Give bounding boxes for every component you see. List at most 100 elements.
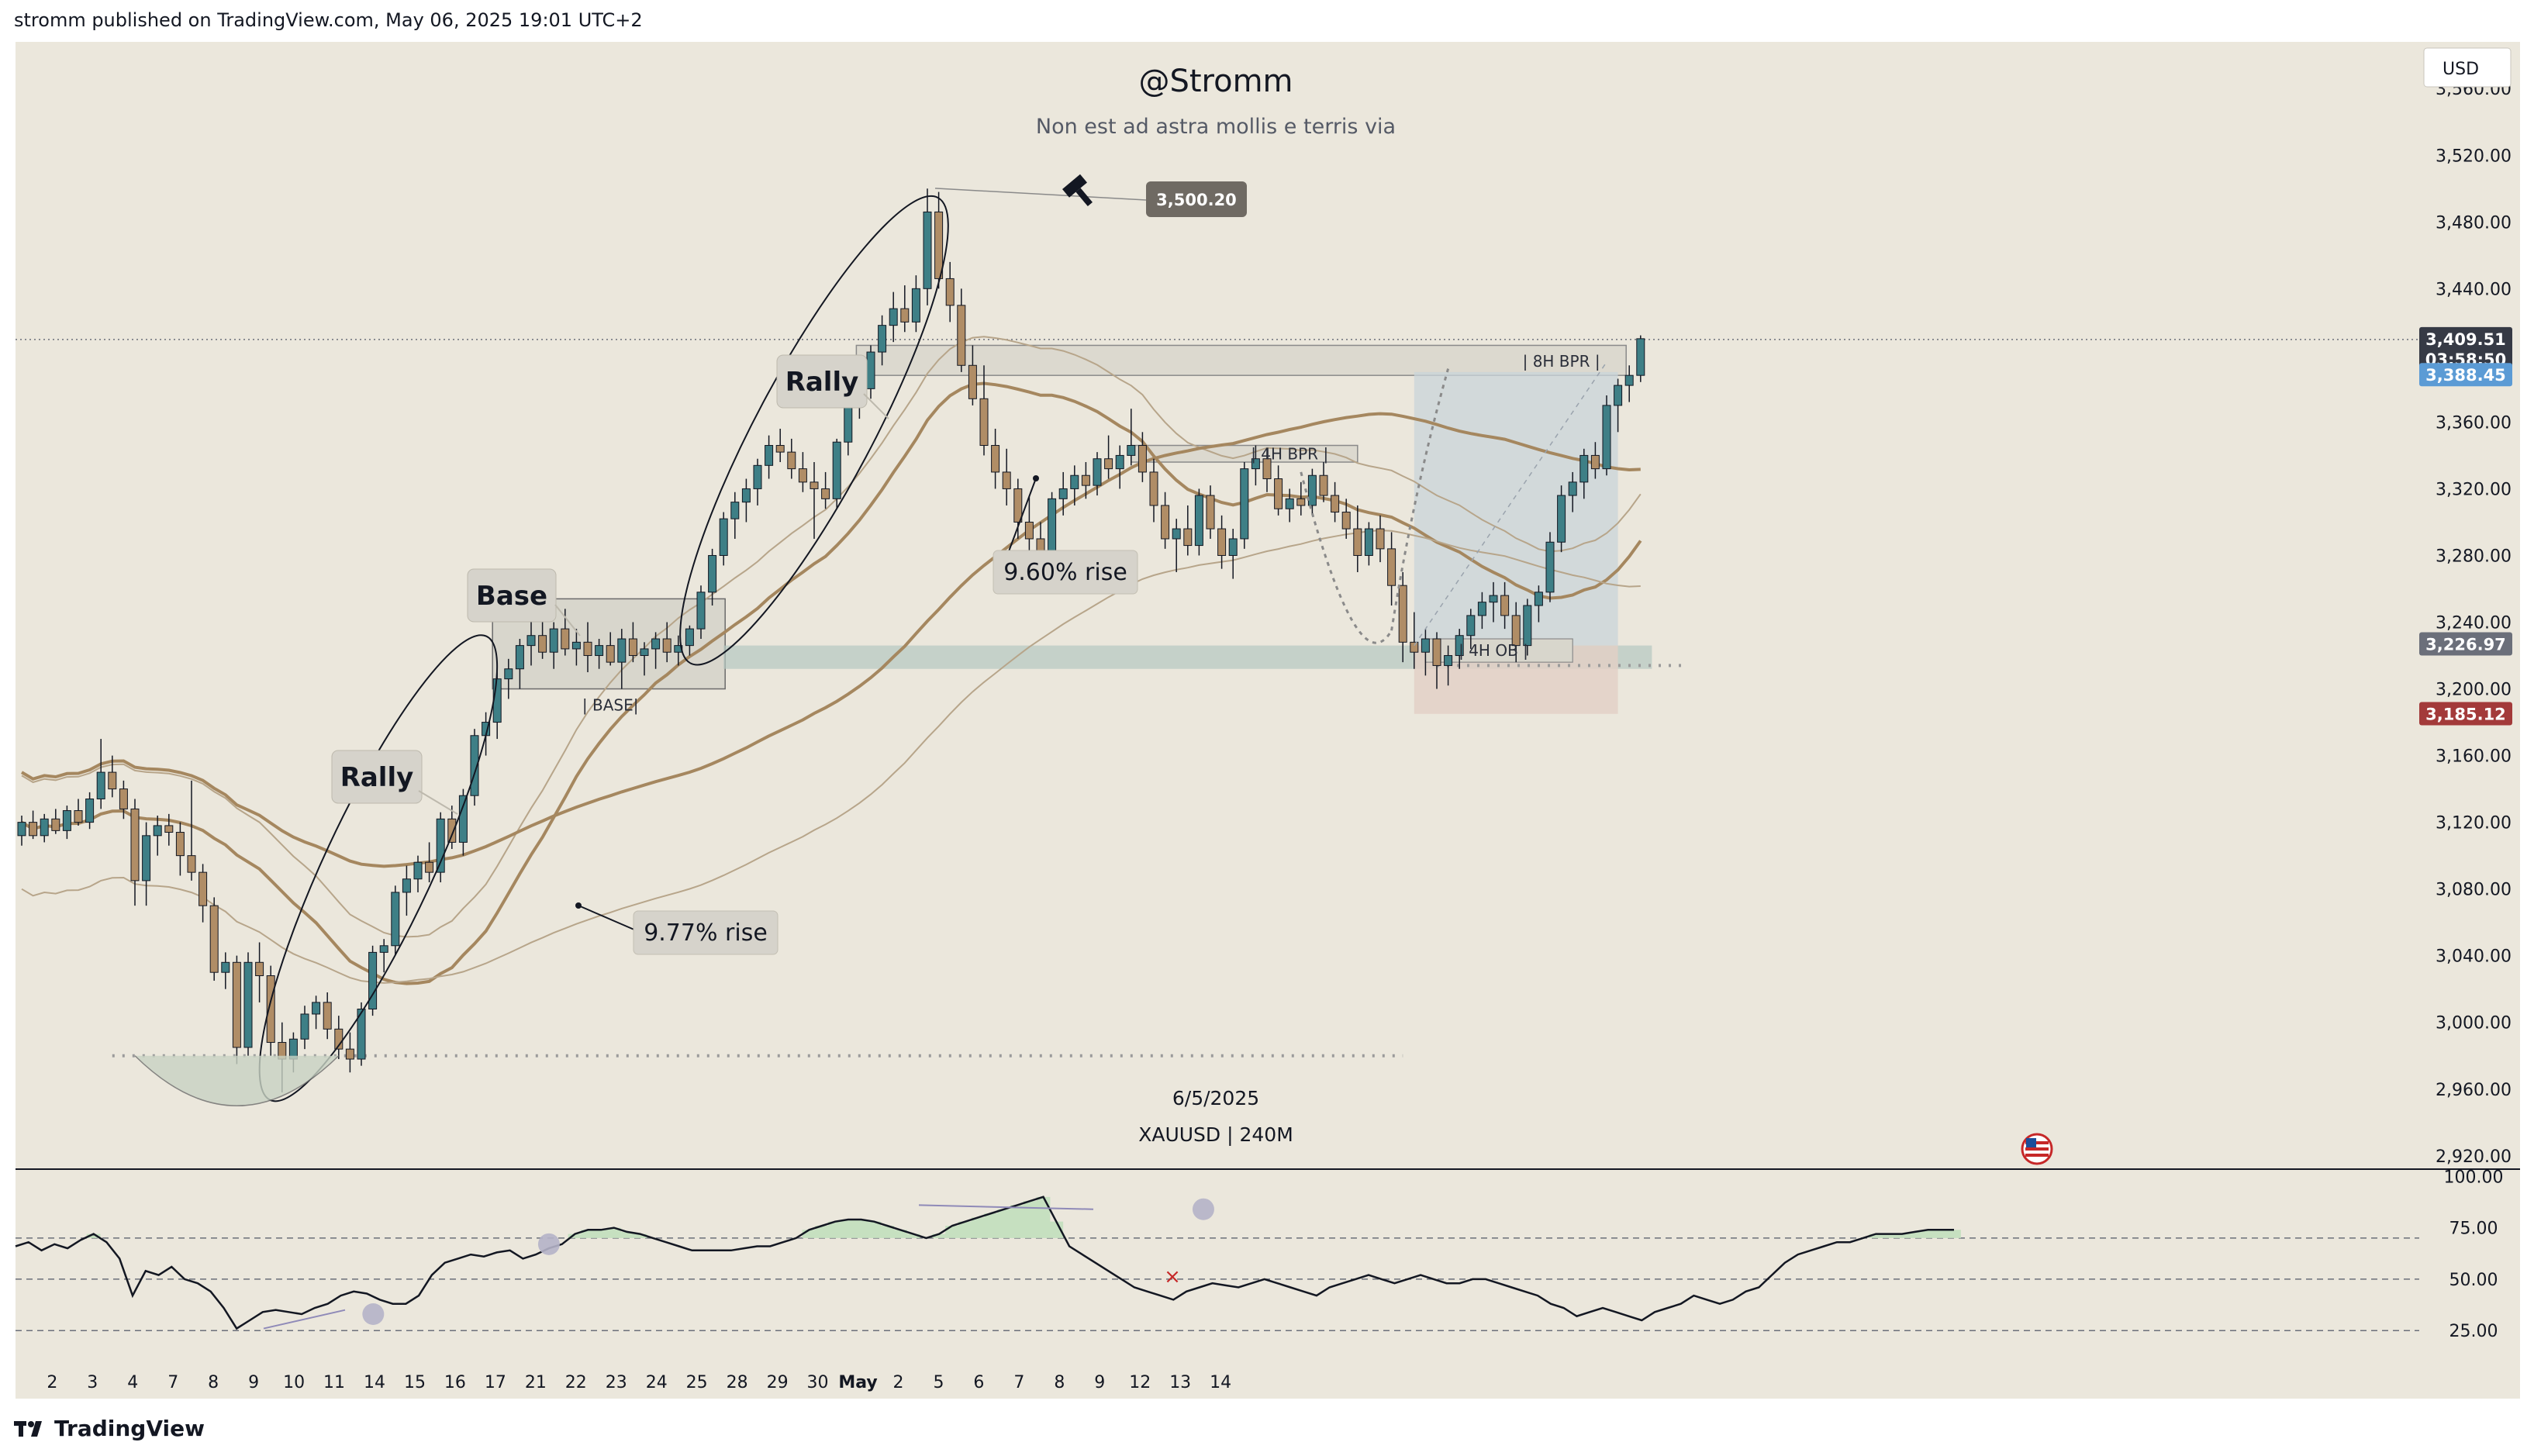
tradingview-logo-icon xyxy=(14,1420,42,1437)
ma-upper-band xyxy=(21,336,1642,938)
us-event-flag-icon[interactable] xyxy=(2021,1133,2053,1165)
footer-brand[interactable]: TradingView xyxy=(14,1416,205,1441)
candle-body xyxy=(402,878,411,893)
time-tick-label: 14 xyxy=(364,1373,385,1392)
callout-rally-1-text: Rally xyxy=(340,762,414,793)
candle-body xyxy=(979,398,989,447)
time-tick-label: 28 xyxy=(727,1373,748,1392)
candle-body xyxy=(968,364,977,399)
candle-body xyxy=(1194,495,1203,547)
candle-body xyxy=(1364,528,1373,556)
candle-body xyxy=(606,645,615,663)
time-tick-label: 8 xyxy=(208,1373,219,1392)
callout-rally-1: Rally xyxy=(331,750,423,804)
candle-body xyxy=(1307,474,1317,506)
candle-body xyxy=(1432,638,1441,666)
time-tick-label: 7 xyxy=(1013,1373,1024,1392)
candle-body xyxy=(1104,458,1113,470)
candle-body xyxy=(775,445,785,453)
candle-body xyxy=(651,638,661,650)
candle-body xyxy=(425,861,434,873)
time-tick-label: 15 xyxy=(404,1373,426,1392)
candle-body xyxy=(1568,481,1577,496)
candle-body xyxy=(1240,468,1249,540)
price-tick-label: 3,440.00 xyxy=(2436,280,2512,299)
candle-body xyxy=(357,1009,366,1060)
candle-body xyxy=(1058,488,1068,499)
candle-body xyxy=(379,945,388,953)
price-tick-label: 2,960.00 xyxy=(2436,1081,2512,1100)
rsi-divergence-line xyxy=(918,1204,1094,1210)
candle-body xyxy=(595,645,604,657)
zone-label-base: | BASE| xyxy=(582,696,639,715)
callout-rally-2: Rally xyxy=(776,354,868,409)
high-marker-label: 3,500.20 xyxy=(1156,191,1237,209)
candle-body xyxy=(1341,512,1351,530)
candle-body xyxy=(889,308,898,326)
zone-label-4h-bpr: | 4H BPR | xyxy=(1251,444,1328,463)
price-tag-label-3: 3,185.12 xyxy=(2425,706,2506,724)
price-tag-1 xyxy=(2419,363,2512,387)
candle-body xyxy=(108,771,117,790)
candle-body xyxy=(368,951,378,1010)
time-axis[interactable]: 2 3 4 7 8 9 10 11 14 15 16 17 21 22 23 24 25 28 29 30 May 2 5 6… xyxy=(47,1373,1231,1392)
currency-box[interactable] xyxy=(2423,47,2512,88)
rsi-divergence-marker xyxy=(1192,1198,1214,1220)
long-position-target xyxy=(1414,371,1618,646)
percent-label-2: 9.60% rise xyxy=(993,475,1138,595)
price-tick-label: 2,920.00 xyxy=(2436,1147,2512,1167)
price-tag-label-1: 3,388.45 xyxy=(2425,366,2506,385)
position-diagonal xyxy=(1414,361,1607,647)
time-tick-label: 6 xyxy=(973,1373,984,1392)
candle-body xyxy=(538,635,547,653)
price-tick-label: 3,480.00 xyxy=(2436,213,2512,233)
callout-rally-1-pointer xyxy=(418,790,458,815)
projection-arrow xyxy=(1390,368,1450,631)
hammer-head xyxy=(1062,174,1087,198)
hammer-handle xyxy=(1075,188,1093,207)
candle-body xyxy=(232,961,241,1048)
rsi-divergence-marker xyxy=(537,1233,560,1255)
candle-body xyxy=(1138,445,1147,473)
candle-body xyxy=(923,211,932,289)
candle-body xyxy=(957,305,966,366)
candle-body xyxy=(17,822,26,837)
candle-body xyxy=(1081,474,1090,486)
candle-body xyxy=(1251,458,1260,470)
candle-body xyxy=(810,481,819,489)
callout-rally-2-text: Rally xyxy=(785,367,859,398)
time-tick-label: 9 xyxy=(248,1373,259,1392)
price-tick-label: 3,320.00 xyxy=(2436,480,2512,499)
candle-body xyxy=(29,822,38,837)
time-tick-label: 2 xyxy=(47,1373,57,1392)
price-tick-label: 3,280.00 xyxy=(2436,547,2512,566)
candle-body xyxy=(221,961,230,973)
candle-body xyxy=(1444,655,1453,666)
time-tick-label: 4 xyxy=(127,1373,138,1392)
candle-body xyxy=(832,441,841,499)
candle-body xyxy=(1466,615,1476,637)
candle-body xyxy=(436,818,445,873)
price-axis[interactable]: 2,920.00 2,960.00 3,000.00 3,040.00 3,080.00… xyxy=(2419,80,2512,1167)
candle-body xyxy=(209,905,219,973)
candle-body xyxy=(187,855,196,873)
candle-body xyxy=(1183,528,1193,547)
rsi-tick-label: 50.00 xyxy=(2449,1271,2498,1290)
percent-label-1-text: 9.77% rise xyxy=(644,919,768,947)
time-tick-label: 10 xyxy=(283,1373,305,1392)
candle-body xyxy=(391,892,400,947)
candle-body xyxy=(911,288,920,323)
candle-body xyxy=(243,961,253,1048)
callout-base: Base xyxy=(467,568,557,623)
candle-body xyxy=(1161,505,1170,540)
candle-body xyxy=(571,641,581,650)
candle-body xyxy=(1398,585,1407,643)
candle-body xyxy=(164,825,174,833)
candle-body xyxy=(1489,595,1498,603)
candle-body xyxy=(153,825,162,837)
price-tick-label: 3,120.00 xyxy=(2436,814,2512,833)
candle-body xyxy=(1557,495,1566,543)
candle-body xyxy=(1172,528,1181,540)
candle-body xyxy=(413,861,423,880)
